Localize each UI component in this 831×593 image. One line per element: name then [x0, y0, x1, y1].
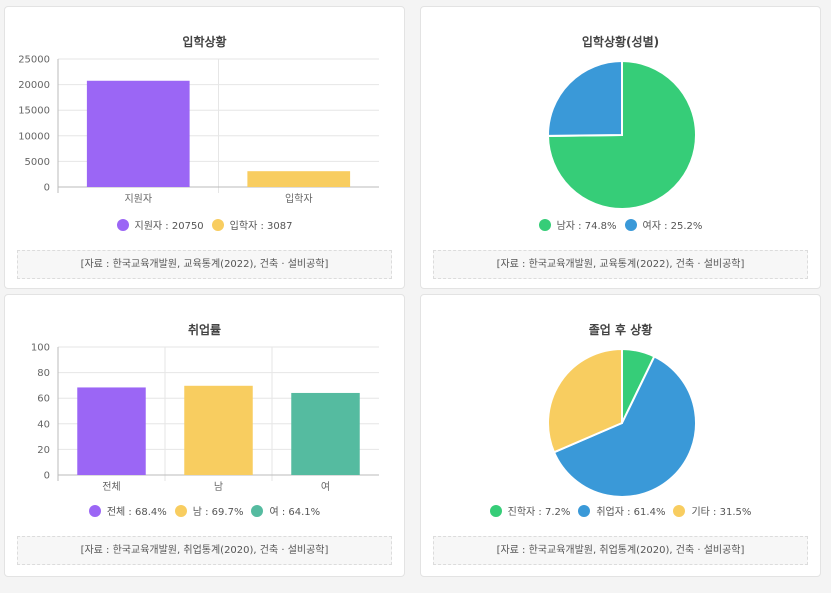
- pie-chart: [546, 59, 697, 210]
- x-tick-label: 전체: [102, 481, 120, 493]
- legend-swatch: [116, 218, 129, 231]
- legend-label: 여 : 64.1%: [269, 507, 321, 518]
- y-tick-label: 100: [31, 343, 50, 354]
- chart-legend: 진학자 : 7.2% 취업자 : 61.4% 기타 : 31.5%: [421, 503, 820, 518]
- chart-title: 취업률: [187, 323, 222, 337]
- legend-label: 남자 : 74.8%: [556, 221, 617, 232]
- pie-slice[interactable]: [547, 347, 623, 454]
- chart-title: 입학상황(성별): [581, 35, 660, 49]
- legend-item[interactable]: 기타 : 31.5%: [673, 503, 751, 518]
- y-tick-label: 60: [37, 394, 50, 405]
- chart-card-admission: 입학상황 0 5000 10000 15000 20000 25000 지원자 입학자 지원자…: [4, 6, 405, 289]
- chart-legend: 남자 : 74.8% 여자 : 25.2%: [421, 217, 820, 232]
- x-tick-label: 지원자: [124, 193, 152, 205]
- legend-item[interactable]: 진학자 : 7.2%: [489, 503, 571, 518]
- legend-label: 입학자 : 3087: [229, 221, 293, 232]
- bar[interactable]: [291, 392, 360, 475]
- bar[interactable]: [77, 387, 146, 475]
- legend-label: 여자 : 25.2%: [642, 221, 703, 232]
- chart-legend: 전체 : 68.4% 남 : 69.7% 여 : 64.1%: [5, 503, 404, 518]
- source-note: [자료 : 한국교육개발원, 교육통계(2022), 건축 · 설비공학]: [433, 250, 808, 279]
- y-tick-label: 40: [37, 419, 50, 430]
- legend-swatch: [538, 218, 551, 231]
- y-tick-label: 20000: [18, 80, 50, 91]
- y-tick-label: 10000: [18, 131, 50, 142]
- y-tick-label: 20: [37, 445, 50, 456]
- legend-item[interactable]: 지원자 : 20750: [116, 217, 204, 232]
- legend-swatch: [624, 218, 637, 231]
- y-tick-label: 5000: [25, 157, 50, 168]
- bar[interactable]: [184, 385, 253, 475]
- source-note: [자료 : 한국교육개발원, 취업통계(2020), 건축 · 설비공학]: [433, 536, 808, 565]
- legend-swatch: [673, 504, 686, 517]
- x-tick-label: 여: [321, 481, 330, 493]
- chart-title: 졸업 후 상황: [588, 323, 653, 337]
- legend-item[interactable]: 입학자 : 3087: [211, 217, 293, 232]
- legend-label: 기타 : 31.5%: [691, 507, 752, 518]
- y-tick-label: 0: [44, 183, 50, 194]
- legend-item[interactable]: 남자 : 74.8%: [538, 217, 617, 232]
- y-tick-label: 80: [37, 368, 50, 379]
- legend-swatch: [489, 504, 502, 517]
- legend-swatch: [88, 504, 101, 517]
- legend-label: 진학자 : 7.2%: [507, 507, 571, 518]
- legend-item[interactable]: 남 : 69.7%: [174, 503, 244, 518]
- legend-swatch: [174, 504, 187, 517]
- pie-slice[interactable]: [547, 59, 623, 137]
- legend-swatch: [211, 218, 224, 231]
- legend-label: 전체 : 68.4%: [106, 507, 167, 518]
- pie-slice[interactable]: [552, 355, 697, 498]
- source-note: [자료 : 한국교육개발원, 취업통계(2020), 건축 · 설비공학]: [17, 536, 392, 565]
- pie-slice[interactable]: [546, 59, 697, 210]
- legend-item[interactable]: 전체 : 68.4%: [88, 503, 167, 518]
- pie-chart: [547, 347, 697, 498]
- bar-chart: 0 5000 10000 15000 20000 25000 지원자 입학자: [18, 55, 379, 205]
- chart-card-after-graduation: 졸업 후 상황 진학자 : 7.2% 취업자 : 61.4% 기타 : 31.5% …: [420, 294, 821, 577]
- legend-item[interactable]: 여자 : 25.2%: [624, 217, 703, 232]
- legend-swatch: [251, 504, 264, 517]
- x-tick-label: 남: [214, 481, 223, 493]
- y-tick-label: 25000: [18, 55, 50, 66]
- y-tick-label: 15000: [18, 106, 50, 117]
- x-tick-label: 입학자: [285, 192, 313, 205]
- legend-item[interactable]: 여 : 64.1%: [251, 503, 320, 518]
- chart-title: 입학상황: [182, 35, 227, 49]
- y-tick-label: 0: [44, 471, 50, 482]
- bar-chart: 0 20 40 60 80 100 전체 남 여: [31, 343, 379, 493]
- chart-card-admission-gender: 입학상황(성별) 남자 : 74.8% 여자 : 25.2% [자료 : 한국교육…: [420, 6, 821, 289]
- chart-legend: 지원자 : 20750 입학자 : 3087: [5, 217, 404, 232]
- legend-item[interactable]: 취업자 : 61.4%: [578, 503, 665, 518]
- legend-label: 남 : 69.7%: [192, 507, 244, 518]
- legend-label: 지원자 : 20750: [134, 221, 204, 232]
- bar[interactable]: [247, 171, 351, 187]
- source-note: [자료 : 한국교육개발원, 교육통계(2022), 건축 · 설비공학]: [17, 250, 392, 279]
- chart-card-employment-rate: 취업률 0 20 40 60 80 100 전체 남 여 전체 : 68.4% 남 : 69.7%…: [4, 294, 405, 577]
- legend-swatch: [578, 504, 591, 517]
- bar[interactable]: [86, 80, 190, 187]
- legend-label: 취업자 : 61.4%: [596, 507, 666, 518]
